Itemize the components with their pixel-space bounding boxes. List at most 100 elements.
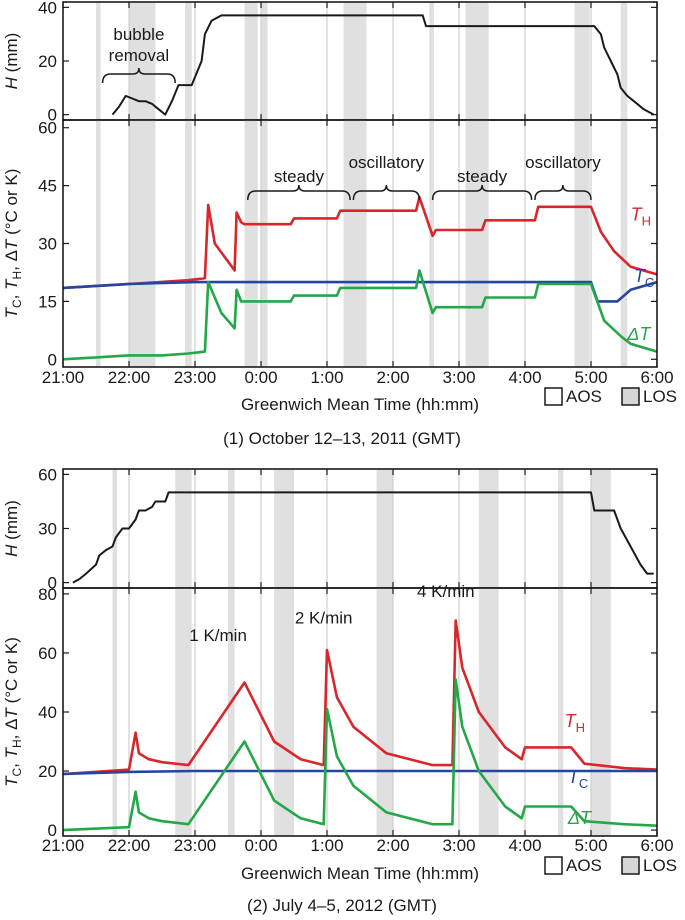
series-label-th: TH: [565, 711, 585, 735]
legend-los-swatch: [621, 856, 640, 875]
y-tick-label: 80: [38, 585, 57, 604]
legend-los-label: LOS: [643, 856, 677, 875]
x-tick-label: 21:00: [42, 836, 85, 855]
los-band: [343, 120, 367, 367]
series-line-dt: [62, 269, 658, 361]
y-axis-label-sub-c: C: [10, 299, 24, 308]
annotation-label: 1 K/min: [189, 626, 247, 645]
x-tick-label: 1:00: [310, 368, 343, 387]
y-axis-label-th: T: [2, 278, 21, 290]
x-tick-label: 22:00: [108, 836, 151, 855]
y-axis-label-unit: (mm): [2, 500, 21, 544]
y-axis-label-symbol: H: [2, 76, 21, 89]
annotation-label: 2 K/min: [295, 608, 353, 627]
los-band: [558, 469, 564, 588]
y-axis-label-comma2: , Δ: [2, 250, 21, 271]
chart-caption: (1) October 12–13, 2011 (GMT): [223, 429, 461, 448]
series-label-tc: TC: [634, 266, 654, 290]
annotation-brace: [247, 184, 351, 201]
x-tick-label: 5:00: [574, 836, 607, 855]
los-band: [185, 2, 192, 120]
los-band: [591, 588, 611, 836]
y-tick-label: 0: [48, 350, 57, 369]
annotation-label: removal: [109, 46, 169, 65]
series-line-h: [72, 491, 654, 584]
y-axis-label-tc: T: [2, 775, 21, 787]
y-tick-label: 30: [38, 520, 57, 539]
annotation-brace: [352, 184, 421, 201]
y-axis-label: TC, TH, ΔT (°C or K): [2, 637, 24, 787]
y-axis-label-sub-c: C: [10, 768, 24, 777]
y-tick-label: 40: [38, 703, 57, 722]
los-band: [185, 120, 192, 367]
los-band: [343, 2, 367, 120]
los-band: [274, 588, 294, 836]
series-label-sub: C: [579, 776, 588, 791]
y-axis-label-tc: T: [2, 306, 21, 318]
y-axis-label-unit: (mm): [2, 33, 21, 77]
y-axis-label-unit: (°C or K): [2, 637, 21, 708]
y-tick-label: 20: [38, 52, 57, 71]
los-band: [175, 588, 192, 836]
los-band: [228, 588, 235, 836]
los-band: [112, 588, 118, 836]
y-tick-label: 0: [48, 106, 57, 125]
annotation-label: oscillatory: [525, 153, 601, 172]
x-tick-label: 21:00: [42, 368, 85, 387]
y-axis-label-comma: ,: [2, 290, 21, 299]
x-tick-label: 0:00: [244, 368, 277, 387]
x-axis-label: Greenwich Mean Time (hh:mm): [241, 395, 479, 414]
annotation-label: 4 K/min: [417, 582, 475, 601]
los-band: [112, 469, 118, 588]
series-label-dt: ΔT: [626, 324, 652, 344]
los-band: [96, 120, 101, 367]
legend-aos-swatch: [544, 856, 563, 875]
plot-frame: [62, 119, 658, 368]
los-band: [244, 2, 258, 120]
plot-frame: [62, 587, 658, 837]
series-label-th: TH: [631, 204, 651, 228]
los-band: [129, 120, 156, 367]
series-line-h: [111, 14, 655, 116]
series-label-sub: H: [642, 213, 651, 228]
y-axis-label-dt: T: [2, 238, 21, 250]
y-tick-label: 60: [38, 119, 57, 138]
y-axis-label-symbol: H: [2, 544, 21, 557]
series-label-symbol: T: [634, 266, 647, 286]
x-tick-label: 3:00: [442, 836, 475, 855]
legend-los-swatch: [621, 387, 640, 406]
annotation-brace: [534, 184, 592, 201]
height-panel-2: 0 30 60 H (mm): [2, 465, 658, 593]
los-band: [228, 469, 235, 588]
los-band: [478, 588, 499, 836]
los-band: [429, 2, 434, 120]
legend-2: AOS LOS: [544, 856, 677, 875]
legend-aos-label: AOS: [566, 856, 602, 875]
y-axis-label: H (mm): [2, 33, 21, 90]
los-band: [261, 120, 268, 367]
los-band: [376, 469, 393, 588]
y-axis-label-th: T: [2, 746, 21, 758]
los-band: [558, 588, 564, 836]
x-tick-label: 6:00: [640, 368, 673, 387]
y-axis-label-dt: T: [2, 707, 21, 719]
y-axis-label-unit: (°C or K): [2, 169, 21, 240]
y-tick-label: 30: [38, 235, 57, 254]
x-tick-label: 1:00: [310, 836, 343, 855]
plot-frame: [62, 468, 658, 589]
annotation-label: steady: [457, 167, 508, 186]
x-tick-label: 4:00: [508, 836, 541, 855]
y-tick-label: 60: [38, 465, 57, 484]
x-tick-label: 23:00: [174, 368, 217, 387]
series-line-th: [62, 619, 658, 776]
x-tick-label: 2:00: [376, 368, 409, 387]
legend-aos-swatch: [544, 387, 563, 406]
annotation-label: oscillatory: [349, 153, 425, 172]
annotation-brace: [431, 184, 533, 201]
y-axis-label: TC, TH, ΔT (°C or K): [2, 169, 24, 319]
x-tick-label: 5:00: [574, 368, 607, 387]
los-band: [620, 120, 628, 367]
